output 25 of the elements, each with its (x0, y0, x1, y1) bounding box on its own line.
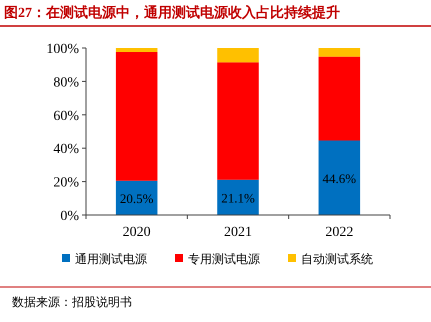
x-tick-label: 2020 (122, 225, 151, 240)
bar (116, 48, 158, 52)
legend-label: 通用测试电源 (75, 252, 147, 266)
y-tick-label: 40% (53, 142, 80, 158)
bar (318, 56, 360, 141)
bar (116, 52, 158, 181)
data-label: 21.1% (221, 190, 255, 206)
data-label: 20.5% (120, 190, 154, 206)
bar (318, 48, 360, 57)
legend-label: 专用测试电源 (188, 252, 260, 266)
y-tick-label: 80% (53, 75, 80, 90)
y-tick-label: 60% (53, 108, 80, 124)
bar (217, 48, 259, 62)
bar (217, 180, 259, 215)
y-tick-label: 0% (60, 209, 80, 224)
x-tick-label: 2022 (325, 225, 354, 240)
legend-label: 自动测试系统 (301, 252, 373, 266)
x-tick-label: 2021 (224, 225, 252, 240)
y-tick-label: 20% (53, 176, 80, 191)
chart-title: 图27：在测试电源中，通用测试电源收入占比持续提升 (4, 4, 340, 21)
data-label: 44.6% (322, 170, 356, 186)
bar (318, 140, 360, 215)
bar (217, 62, 259, 180)
y-tick-label: 100% (46, 42, 80, 57)
source-note: 数据来源：招股说明书 (12, 295, 132, 309)
